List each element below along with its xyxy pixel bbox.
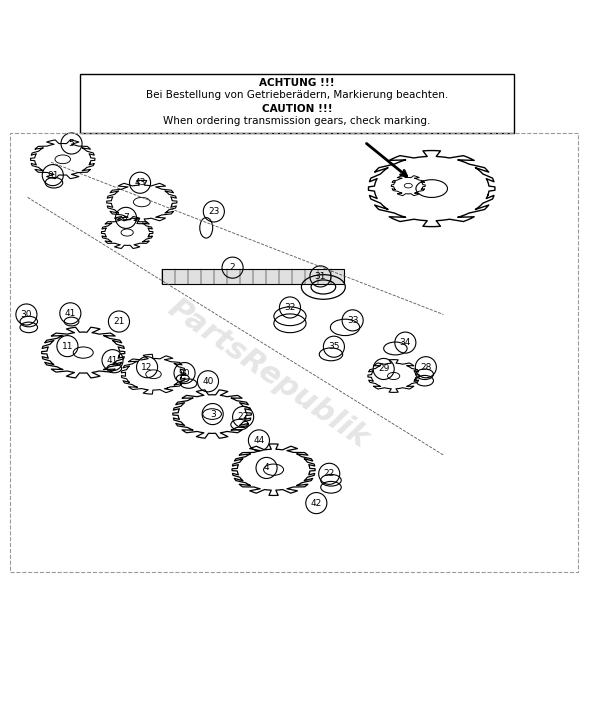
Text: 30: 30 bbox=[21, 310, 32, 319]
Text: 91: 91 bbox=[47, 171, 59, 180]
Text: 7: 7 bbox=[123, 213, 129, 223]
Text: 90: 90 bbox=[179, 368, 190, 378]
Text: 41: 41 bbox=[107, 356, 118, 365]
Text: 22: 22 bbox=[238, 412, 249, 422]
FancyBboxPatch shape bbox=[80, 75, 514, 133]
Text: 23: 23 bbox=[208, 207, 220, 216]
Text: ACHTUNG !!!: ACHTUNG !!! bbox=[259, 78, 335, 88]
Text: 35: 35 bbox=[328, 342, 340, 351]
Text: 33: 33 bbox=[347, 316, 358, 325]
Text: 41: 41 bbox=[65, 309, 76, 318]
Text: 32: 32 bbox=[285, 303, 296, 312]
Text: 2: 2 bbox=[230, 263, 235, 272]
Text: 31: 31 bbox=[315, 272, 326, 281]
Text: When ordering transmission gears, check marking.: When ordering transmission gears, check … bbox=[163, 116, 431, 127]
Bar bbox=[162, 269, 344, 284]
Text: 21: 21 bbox=[113, 317, 125, 326]
Text: PartsRepublik: PartsRepublik bbox=[162, 293, 374, 453]
Text: 22: 22 bbox=[324, 469, 335, 479]
Text: 5: 5 bbox=[69, 139, 74, 148]
Text: 34: 34 bbox=[400, 338, 411, 347]
Text: 43: 43 bbox=[134, 178, 146, 187]
Text: CAUTION !!!: CAUTION !!! bbox=[262, 104, 332, 114]
Text: 4: 4 bbox=[264, 464, 269, 472]
Text: 3: 3 bbox=[210, 410, 216, 419]
Text: 28: 28 bbox=[420, 363, 431, 372]
Text: 42: 42 bbox=[311, 498, 322, 508]
Text: 12: 12 bbox=[141, 363, 153, 372]
Text: Bei Bestellung von Getrieberädern, Markierung beachten.: Bei Bestellung von Getrieberädern, Marki… bbox=[146, 90, 448, 100]
Text: 29: 29 bbox=[378, 365, 389, 373]
Text: 11: 11 bbox=[62, 341, 73, 351]
Text: 40: 40 bbox=[203, 377, 214, 386]
Text: 44: 44 bbox=[253, 436, 264, 445]
